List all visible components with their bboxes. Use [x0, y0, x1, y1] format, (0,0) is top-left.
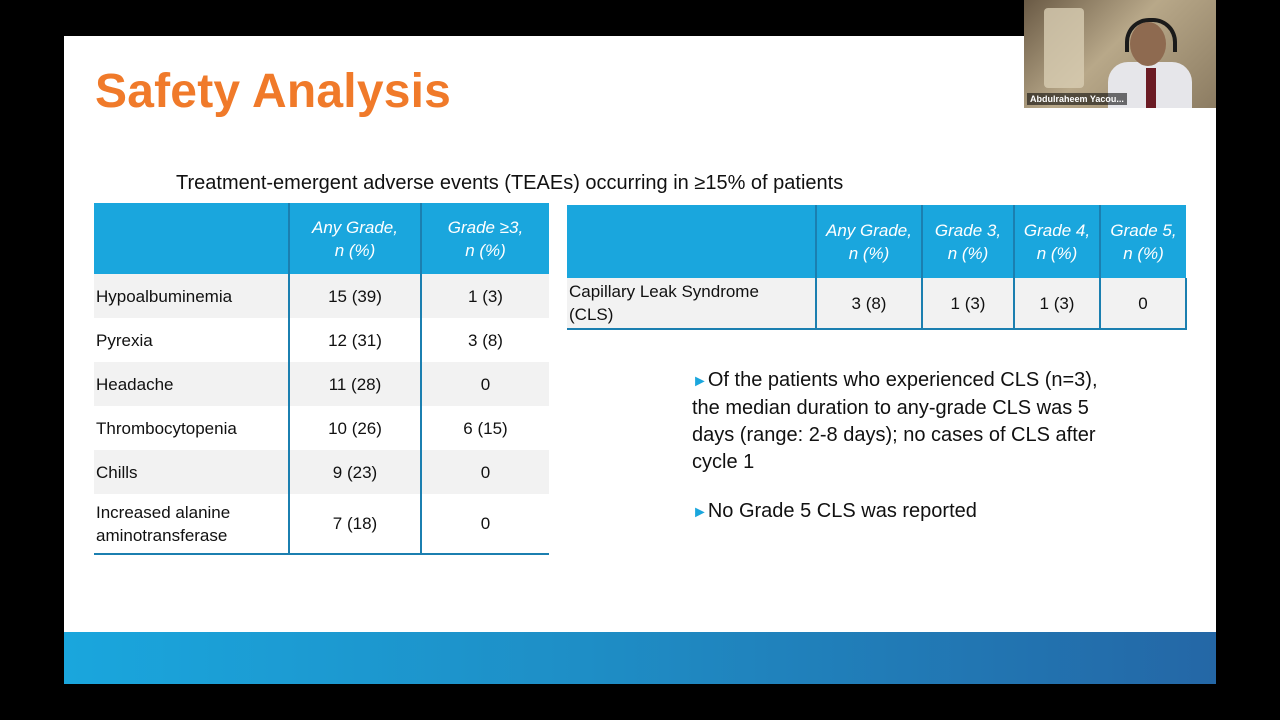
presentation-slide: Safety Analysis Treatment-emergent adver… [64, 36, 1216, 684]
teae-header-row: Any Grade, n (%) Grade ≥3, n (%) [94, 203, 549, 274]
teae-grade3plus-value: 3 (8) [420, 318, 549, 362]
teae-any-grade-value: 10 (26) [288, 406, 421, 450]
headset-icon [1125, 18, 1177, 52]
cls-grade5-value: 0 [1099, 278, 1187, 330]
teae-row: Thrombocytopenia 10 (26) 6 (15) [94, 406, 549, 450]
teae-header-blank [94, 203, 289, 274]
participant-name-label: Abdulraheem Yacou... [1027, 93, 1127, 105]
cls-table: Any Grade, n (%) Grade 3, n (%) Grade 4,… [567, 205, 1187, 330]
cls-event-name: Capillary Leak Syndrome (CLS) [567, 278, 816, 330]
teae-any-grade-value: 9 (23) [288, 450, 421, 494]
teae-grade3plus-value: 0 [420, 362, 549, 406]
teae-grade3plus-value: 0 [420, 494, 549, 555]
bullet-text: No Grade 5 CLS was reported [707, 500, 977, 522]
teae-grade3plus-value: 1 (3) [420, 274, 549, 318]
teae-event-name: Hypoalbuminemia [94, 274, 289, 318]
bullet-text: Of the patients who experienced CLS (n=3… [692, 369, 1098, 473]
cls-any-grade-value: 3 (8) [815, 278, 922, 330]
teae-table: Any Grade, n (%) Grade ≥3, n (%) Hypoalb… [94, 203, 549, 555]
teae-row: Hypoalbuminemia 15 (39) 1 (3) [94, 274, 549, 318]
teae-event-name: Thrombocytopenia [94, 406, 289, 450]
slide-subtitle: Treatment-emergent adverse events (TEAEs… [176, 172, 844, 194]
cls-header-grade4: Grade 4, n (%) [1013, 205, 1100, 278]
cls-row: Capillary Leak Syndrome (CLS) 3 (8) 1 (3… [567, 278, 1187, 330]
teae-event-name: Pyrexia [94, 318, 289, 362]
teae-any-grade-value: 11 (28) [288, 362, 421, 406]
slide-title: Safety Analysis [95, 65, 452, 118]
teae-grade3plus-value: 6 (15) [420, 406, 549, 450]
teae-row: Headache 11 (28) 0 [94, 362, 549, 406]
cls-header-row: Any Grade, n (%) Grade 3, n (%) Grade 4,… [567, 205, 1186, 278]
participant-video-tile[interactable]: Abdulraheem Yacou... [1024, 0, 1216, 108]
teae-any-grade-value: 12 (31) [288, 318, 421, 362]
cls-grade4-value: 1 (3) [1013, 278, 1100, 330]
cls-header-any-grade: Any Grade, n (%) [815, 205, 922, 278]
video-background [1044, 8, 1084, 88]
cls-header-grade5: Grade 5, n (%) [1099, 205, 1186, 278]
teae-row: Increased alanine aminotransferase 7 (18… [94, 494, 549, 555]
cls-grade3-value: 1 (3) [921, 278, 1014, 330]
teae-any-grade-value: 15 (39) [288, 274, 421, 318]
bullet-arrow-icon: ► [692, 373, 708, 390]
bullet-arrow-icon: ► [692, 504, 708, 521]
teae-row: Chills 9 (23) 0 [94, 450, 549, 494]
teae-any-grade-value: 7 (18) [288, 494, 421, 555]
teae-grade3plus-value: 0 [420, 450, 549, 494]
footer-band [64, 632, 1216, 684]
teae-header-any-grade: Any Grade, n (%) [288, 203, 421, 274]
participant-tie [1146, 68, 1156, 108]
bullet-item: ►No Grade 5 CLS was reported [692, 498, 1112, 526]
teae-event-name: Chills [94, 450, 289, 494]
teae-event-name: Headache [94, 362, 289, 406]
bullet-list: ►Of the patients who experienced CLS (n=… [692, 367, 1112, 548]
teae-row: Pyrexia 12 (31) 3 (8) [94, 318, 549, 362]
bullet-item: ►Of the patients who experienced CLS (n=… [692, 367, 1112, 476]
teae-header-grade3plus: Grade ≥3, n (%) [420, 203, 549, 274]
cls-header-blank [567, 205, 816, 278]
teae-event-name: Increased alanine aminotransferase [94, 494, 289, 555]
cls-header-grade3: Grade 3, n (%) [921, 205, 1014, 278]
